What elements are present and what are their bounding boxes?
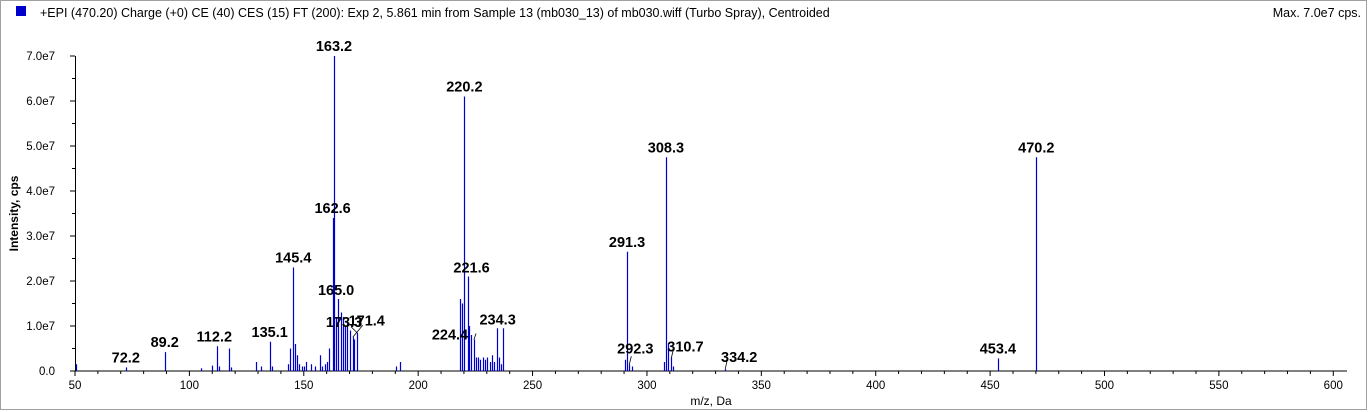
y-tick-label: 6.0e7 (26, 96, 55, 108)
y-tick-label: 7.0e7 (26, 51, 55, 63)
y-ticks: 0.0 1.0e7 2.0e7 3.0e7 4.0e7 5.0e7 6.0e7 7.0e7 (26, 51, 75, 378)
peak-label: 163.2 (316, 39, 352, 55)
x-tick-label: 450 (981, 380, 1000, 392)
x-tick-label: 100 (180, 380, 199, 392)
peak-label: 135.1 (252, 325, 288, 341)
y-tick-label: 4.0e7 (26, 186, 55, 198)
peak-label: 470.2 (1018, 140, 1054, 156)
y-tick-label: 5.0e7 (26, 141, 55, 153)
axes: 50 100 150 200 250 300 350 400 450 500 550 600 0.0 1… (26, 51, 1347, 392)
spectrum-title: +EPI (470.20) Charge (+0) CE (40) CES (1… (40, 6, 830, 20)
peak-label: 334.2 (721, 350, 757, 366)
peak-label: 291.3 (609, 235, 645, 251)
x-tick-label: 300 (637, 380, 656, 392)
x-ticks: 50 100 150 200 250 300 350 400 450 500 550 600 (69, 371, 1343, 392)
peak-labels: 163.2 220.2 308.3 470.2 162.6 291.3 145.4 221.6… (112, 39, 1054, 370)
y-tick-label: 2.0e7 (26, 276, 55, 288)
x-tick-label: 200 (409, 380, 428, 392)
label-leader-line (628, 356, 632, 365)
peak-label: 453.4 (980, 341, 1016, 357)
peak-label: 234.3 (479, 312, 515, 328)
peak-label: 112.2 (197, 329, 233, 345)
peak-label: 224.4 (432, 328, 468, 344)
max-intensity-label: Max. 7.0e7 cps. (1272, 6, 1361, 20)
label-leader-line (473, 333, 477, 340)
x-tick-label: 550 (1209, 380, 1228, 392)
label-leader-line (350, 326, 358, 334)
x-axis-title: m/z, Da (690, 394, 732, 408)
label-leader-line (671, 349, 674, 358)
series-color-marker (16, 6, 26, 16)
peak-label: 220.2 (446, 80, 482, 96)
y-tick-label: 3.0e7 (26, 231, 55, 243)
peak-label: 165.0 (318, 283, 354, 299)
label-leader-line (724, 360, 728, 370)
peak-label: 89.2 (151, 335, 179, 351)
peak-label: 310.7 (667, 340, 703, 356)
peaks (75, 56, 1038, 371)
x-tick-label: 250 (523, 380, 542, 392)
peak-label: 292.3 (617, 341, 653, 357)
x-tick-label: 400 (866, 380, 885, 392)
y-axis-title: Intensity, cps (7, 175, 21, 251)
x-tick-label: 150 (294, 380, 313, 392)
y-tick-label: 0.0 (39, 366, 55, 378)
peak-label: 221.6 (453, 261, 489, 277)
x-tick-label: 350 (752, 380, 771, 392)
peak-label: 162.6 (314, 201, 350, 217)
peak-label: 145.4 (275, 251, 311, 267)
peak-label: 308.3 (648, 140, 684, 156)
x-tick-label: 500 (1095, 380, 1114, 392)
peak-label: 171.4 (349, 313, 385, 329)
x-tick-label: 600 (1324, 380, 1343, 392)
x-tick-label: 50 (69, 380, 82, 392)
peak-label: 72.2 (112, 350, 140, 366)
label-leader-line (352, 324, 364, 338)
y-tick-label: 1.0e7 (26, 321, 55, 333)
peak-label: 173.3 (326, 315, 362, 331)
